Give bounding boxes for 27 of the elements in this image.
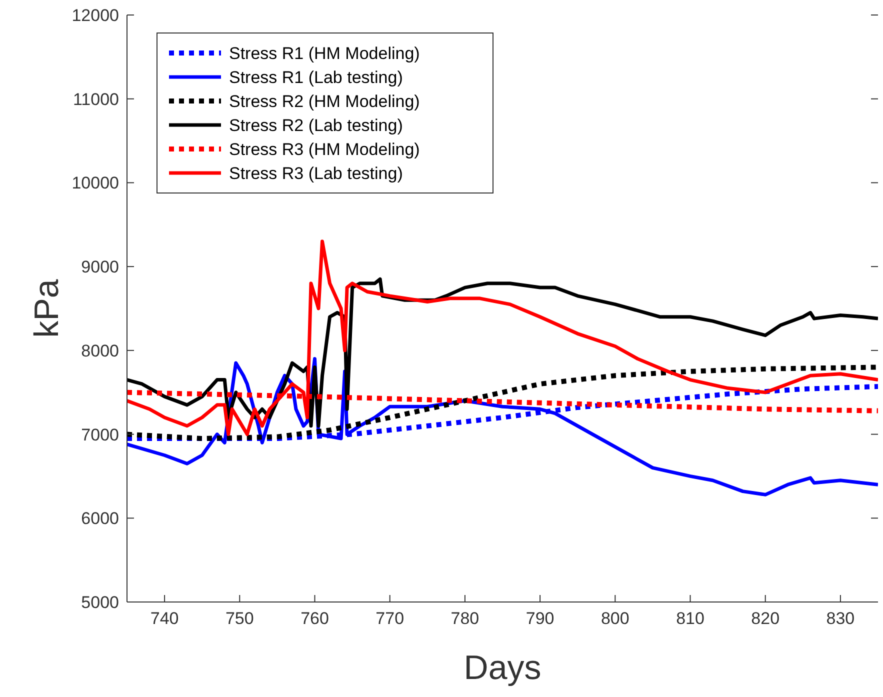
legend-label: Stress R2 (Lab testing)	[229, 116, 403, 135]
y-tick-label: 7000	[81, 425, 119, 444]
legend-label: Stress R3 (HM Modeling)	[229, 140, 420, 159]
legend-label: Stress R2 (HM Modeling)	[229, 92, 420, 111]
x-tick-label: 820	[751, 609, 780, 628]
x-tick-label: 780	[450, 609, 480, 628]
x-tick-label: 800	[600, 609, 630, 628]
x-tick-label: 770	[376, 609, 404, 628]
legend-label: Stress R1 (Lab testing)	[229, 68, 403, 87]
x-tick-label: 810	[676, 609, 704, 628]
y-tick-label: 6000	[81, 509, 119, 528]
y-axis-title: kPa	[28, 279, 66, 338]
y-tick-label: 8000	[81, 341, 119, 360]
y-tick-label: 9000	[81, 258, 119, 277]
y-tick-label: 11000	[72, 90, 119, 109]
legend-label: Stress R3 (Lab testing)	[229, 164, 403, 183]
x-tick-label: 760	[300, 609, 329, 628]
legend-label: Stress R1 (HM Modeling)	[229, 44, 420, 63]
x-tick-label: 750	[225, 609, 254, 628]
x-tick-label: 830	[826, 609, 855, 628]
x-tick-label: 740	[150, 609, 179, 628]
y-tick-label: 12000	[72, 6, 119, 25]
y-tick-label: 10000	[72, 174, 119, 193]
x-axis-title: Days	[464, 649, 542, 687]
line-series	[127, 240, 878, 436]
x-tick-label: 790	[526, 609, 554, 628]
y-tick-label: 5000	[81, 593, 119, 612]
